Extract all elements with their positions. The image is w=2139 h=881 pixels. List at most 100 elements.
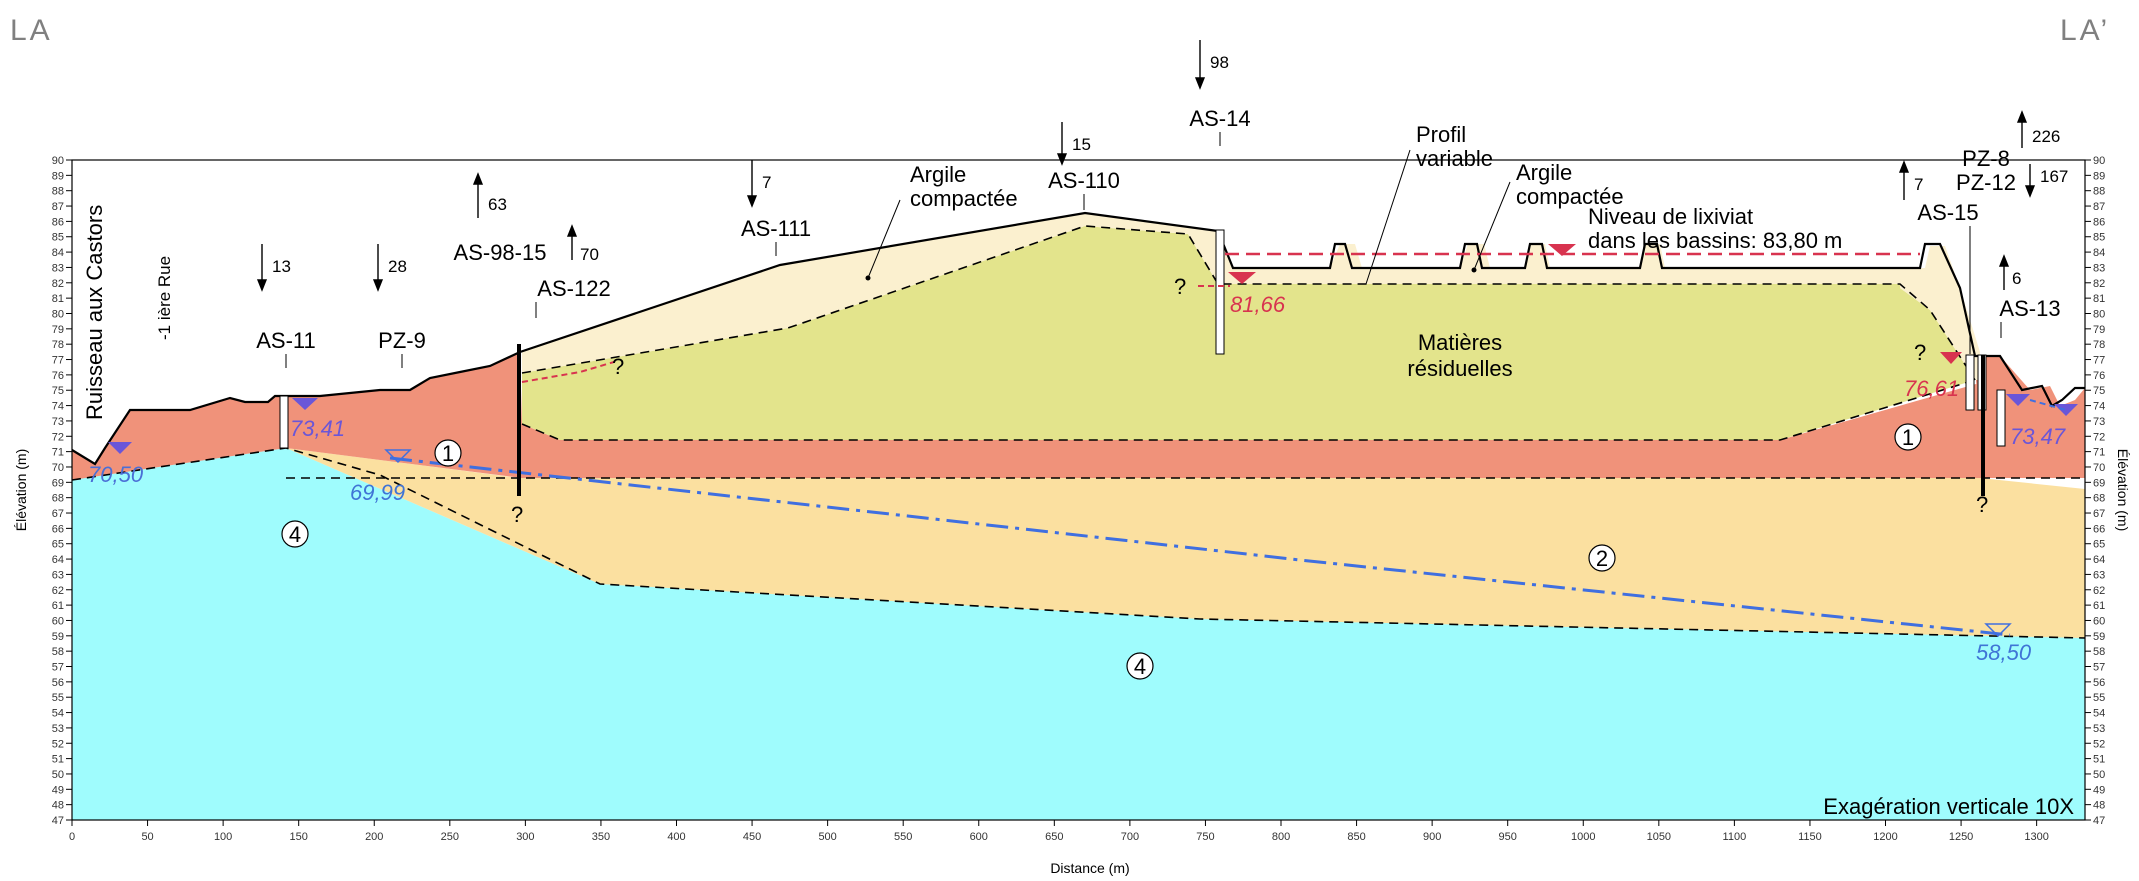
y-tick-label: 80 <box>52 308 64 320</box>
well-label-as-111: AS-111 <box>741 216 811 241</box>
y-tick-label: 54 <box>2093 708 2105 720</box>
y-tick-label: 84 <box>52 247 64 259</box>
y-tick-label: 89 <box>52 170 64 182</box>
arrow-label-as-13: 6 <box>2012 269 2021 288</box>
well-label-as-122: AS-122 <box>537 276 610 301</box>
y-tick-label: 60 <box>2093 615 2105 627</box>
y-tick-label: 78 <box>2093 339 2105 351</box>
unit-1-lower-band <box>520 352 1990 478</box>
annotations: Ruisseau aux Castors -1 ière Rue Argile … <box>82 122 2074 819</box>
y-tick-label: 70 <box>2093 462 2105 474</box>
x-tick-label: 450 <box>743 831 761 843</box>
y-tick-label: 77 <box>2093 355 2105 367</box>
y-tick-label: 65 <box>52 539 64 551</box>
arrow-label-as-110: 15 <box>1072 135 1091 154</box>
y-tick-label: 53 <box>2093 723 2105 735</box>
unit-4-aquifer <box>72 448 2085 820</box>
well-casing-as-15 <box>1965 354 1975 411</box>
x-tick-label: 750 <box>1196 831 1214 843</box>
argile-left-line2: compactée <box>910 186 1018 211</box>
y-tick-label: 53 <box>52 723 64 735</box>
well-label-as-98-15: AS-98-15 <box>454 240 547 265</box>
well-label-pz-9: PZ-9 <box>378 328 426 353</box>
y-tick-label: 83 <box>2093 262 2105 274</box>
unit-label-4-left: 4 <box>289 522 301 547</box>
wl-label-69-99: 69,99 <box>350 480 405 505</box>
x-tick-label: 600 <box>970 831 988 843</box>
y-tick-label: 70 <box>52 462 64 474</box>
argile-right-leader-dot <box>1471 267 1477 273</box>
y-tick-label: 75 <box>2093 385 2105 397</box>
y-tick-label: 69 <box>52 477 64 489</box>
y-tick-label: 86 <box>52 216 64 228</box>
y-tick-label: 57 <box>2093 662 2105 674</box>
x-tick-label: 100 <box>214 831 232 843</box>
y-tick-label: 72 <box>52 431 64 443</box>
unit-label-1-left: 1 <box>442 441 454 466</box>
y-tick-label: 55 <box>52 692 64 704</box>
y-tick-label: 56 <box>52 677 64 689</box>
ground-surface <box>71 211 2085 466</box>
argile-right-line2: compactée <box>1516 184 1624 209</box>
question-pz-12: ? <box>1976 492 1988 517</box>
profil-line1: Profil <box>1416 122 1466 147</box>
x-tick-label: 700 <box>1121 831 1139 843</box>
y-tick-label: 47 <box>2093 815 2105 827</box>
x-tick-label: 0 <box>69 831 75 843</box>
y-tick-label: 74 <box>2093 401 2105 413</box>
y-tick-label: 86 <box>2093 216 2105 228</box>
x-tick-label: 1050 <box>1647 831 1671 843</box>
y-tick-label: 51 <box>2093 754 2105 766</box>
x-tick-label: 200 <box>365 831 383 843</box>
waste-bottom-boundary <box>521 379 1976 441</box>
wl-label-73-47: 73,47 <box>2010 424 2066 449</box>
y-tick-label: 77 <box>52 355 64 367</box>
arrow-label-as-98-15: 63 <box>488 195 507 214</box>
y-tick-label: 64 <box>2093 554 2105 566</box>
y-tick-label: 80 <box>2093 308 2105 320</box>
arrow-label-pz-9: 28 <box>388 257 407 276</box>
y-tick-label: 50 <box>2093 769 2105 781</box>
unit-1-surface <box>72 352 522 480</box>
wl-symbol-69-99 <box>384 449 412 464</box>
y-tick-label: 73 <box>52 416 64 428</box>
y-tick-label: 71 <box>2093 447 2105 459</box>
wl-symbol-70-50 <box>108 442 132 454</box>
wl-label-70-50: 70,50 <box>88 462 144 487</box>
y-tick-label: 61 <box>52 600 64 612</box>
arrow-label-as-14: 98 <box>1210 53 1229 72</box>
y-tick-label: 82 <box>52 278 64 290</box>
y-tick-label: 82 <box>2093 278 2105 290</box>
y-tick-label: 56 <box>2093 677 2105 689</box>
wl-label-73-41: 73,41 <box>290 416 345 441</box>
unit-label-4-center: 4 <box>1134 654 1146 679</box>
unit-2-sand <box>286 448 2085 638</box>
argile-left-leader <box>867 199 901 279</box>
y-tick-label: 72 <box>2093 431 2105 443</box>
y-tick-label: 57 <box>52 662 64 674</box>
unit-label-2: 2 <box>1596 546 1608 571</box>
x-tick-label: 900 <box>1423 831 1441 843</box>
well-label-as-14: AS-14 <box>1189 106 1250 131</box>
section-label-right: LA’ <box>2060 14 2110 47</box>
plot-frame <box>71 159 2086 821</box>
x-tick-label: 950 <box>1499 831 1517 843</box>
wl-label-76-61: 76,61 <box>1904 376 1959 401</box>
y-tick-label: 81 <box>2093 293 2105 305</box>
y-tick-label: 50 <box>52 769 64 781</box>
wl-symbol-73-47-a <box>2006 394 2030 406</box>
contact-1-4 <box>71 447 2086 639</box>
y-tick-label: 52 <box>2093 738 2105 750</box>
y-tick-label: 78 <box>52 339 64 351</box>
leachate-level-symbol <box>1548 244 1576 256</box>
y-tick-label: 79 <box>52 324 64 336</box>
flow-arrows: 13 28 63 70 7 15 98 7 226 167 6 <box>256 40 2068 292</box>
profil-line2: variable <box>1416 146 1493 171</box>
lixiviat-line2: dans les bassins: 83,80 m <box>1588 228 1842 253</box>
question-as-14: ? <box>1174 274 1186 299</box>
compacted-clay <box>522 213 1980 380</box>
question-as-98-15: ? <box>511 502 523 527</box>
stream-label: Ruisseau aux Castors <box>82 205 107 420</box>
y-tick-label: 85 <box>2093 232 2105 244</box>
